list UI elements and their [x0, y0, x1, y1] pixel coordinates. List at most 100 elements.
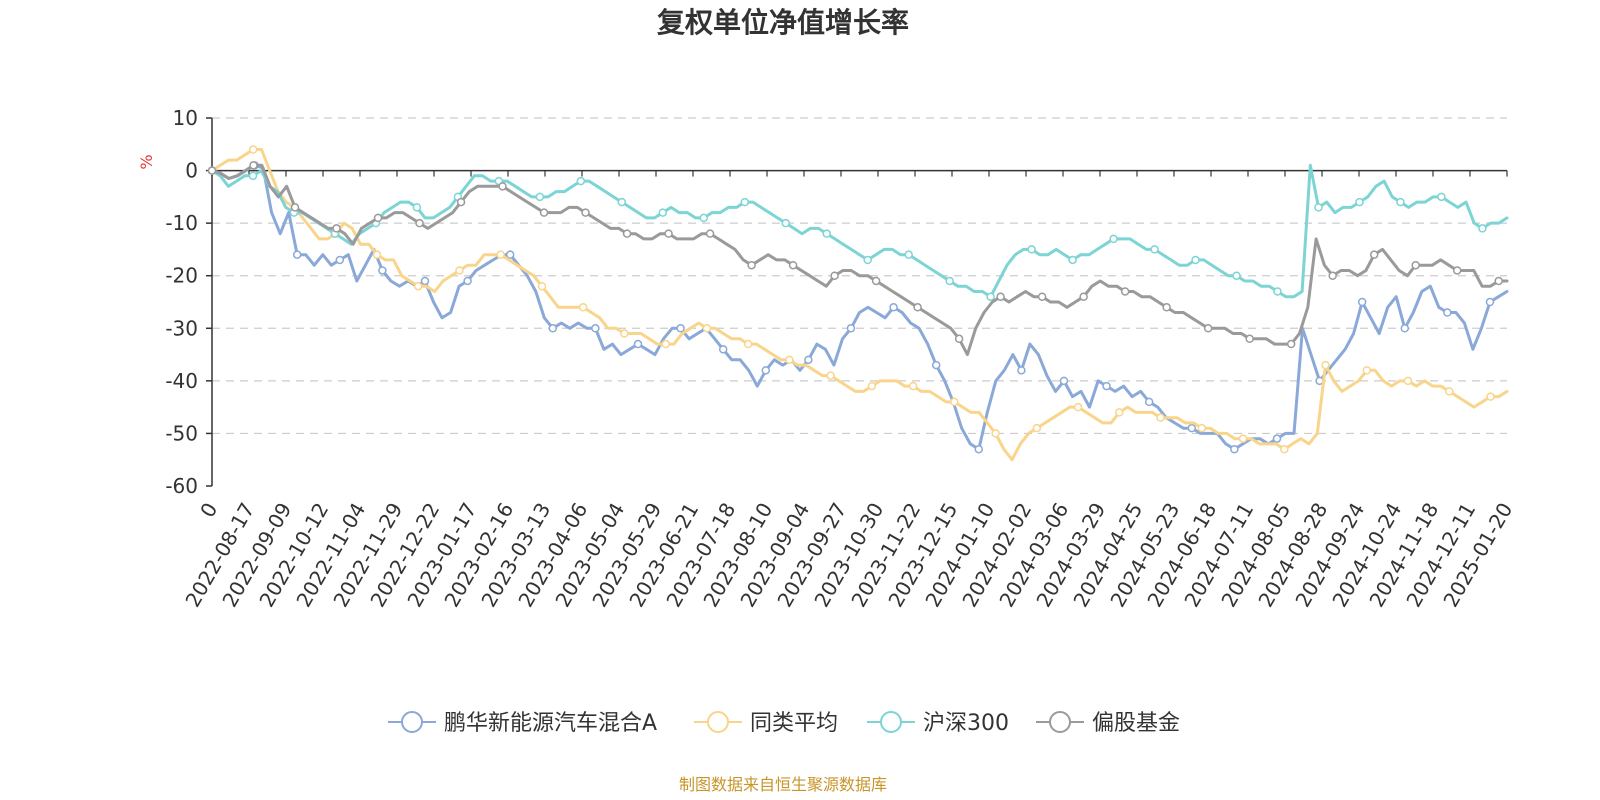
- series-point-3: [498, 182, 507, 191]
- series-point-0: [1400, 324, 1410, 333]
- y-tick-label: 10: [173, 106, 198, 130]
- series-point-2: [248, 171, 258, 181]
- series-point-3: [622, 229, 632, 238]
- y-tick-label: -30: [165, 316, 198, 340]
- series-point-1: [620, 329, 629, 338]
- series-point-0: [548, 324, 558, 333]
- series-line-1: [210, 148, 1509, 462]
- series-point-2: [576, 176, 586, 186]
- series-point-2: [1232, 271, 1241, 280]
- series-point-1: [1445, 387, 1454, 396]
- series-point-2: [1191, 255, 1200, 265]
- series-point-2: [904, 250, 913, 259]
- series-point-2: [617, 197, 627, 207]
- series-point-0: [761, 366, 771, 375]
- series-point-2: [822, 229, 831, 238]
- series-point-2: [1068, 255, 1077, 265]
- series-point-1: [1321, 360, 1330, 370]
- series-point-3: [1162, 303, 1171, 312]
- y-axis-unit-label: %: [137, 154, 156, 169]
- series-point-1: [743, 339, 753, 349]
- series-point-3: [705, 229, 715, 238]
- series-line-0: [210, 163, 1509, 451]
- y-tick-label: -10: [165, 211, 198, 235]
- series-point-2: [863, 255, 872, 265]
- y-tick-label: -50: [165, 421, 198, 445]
- series-point-1: [1403, 376, 1413, 386]
- series-point-1: [1156, 413, 1165, 422]
- series-point-1: [496, 250, 505, 259]
- series-point-3: [1120, 287, 1130, 296]
- series-point-1: [661, 339, 670, 349]
- series-point-3: [290, 203, 300, 212]
- series-point-2: [1109, 234, 1118, 244]
- series-point-3: [1245, 334, 1254, 344]
- series-point-1: [1362, 366, 1372, 375]
- series-point-2: [1355, 197, 1364, 207]
- series-point-3: [747, 260, 756, 270]
- series-point-0: [420, 276, 430, 286]
- y-tick-label: -60: [165, 474, 198, 498]
- series-point-0: [718, 345, 728, 354]
- series-point-2: [986, 292, 995, 301]
- series-point-3: [1411, 260, 1420, 270]
- series-point-1: [372, 250, 382, 259]
- series-point-3: [871, 276, 881, 286]
- series-point-1: [578, 303, 588, 312]
- series-point-0: [1144, 397, 1154, 407]
- series-point-0: [889, 303, 898, 312]
- series-point-2: [1396, 197, 1405, 207]
- legend-marker-3: [1049, 711, 1071, 733]
- series-point-0: [676, 324, 685, 333]
- legend-marker-0: [401, 711, 423, 733]
- series-point-1: [867, 381, 877, 391]
- series-point-0: [378, 266, 387, 275]
- series-point-1: [1486, 392, 1495, 401]
- series-point-3: [1079, 292, 1088, 301]
- series-point-0: [1272, 434, 1282, 443]
- series-point-0: [292, 250, 302, 259]
- series-point-3: [456, 197, 466, 207]
- series-point-1: [950, 397, 959, 407]
- series-point-1: [413, 281, 423, 291]
- series-point-3: [207, 166, 217, 175]
- series-point-2: [658, 208, 668, 217]
- series-point-2: [412, 203, 422, 212]
- series-point-0: [633, 339, 643, 349]
- series-point-0: [1059, 376, 1069, 386]
- series-line-3: [210, 163, 1509, 357]
- series-point-1: [537, 281, 547, 291]
- series-point-3: [1203, 324, 1213, 333]
- series-point-0: [1187, 423, 1197, 433]
- series-point-3: [415, 218, 424, 228]
- y-tick-label: -20: [165, 264, 198, 288]
- series-point-0: [1357, 297, 1367, 307]
- series-point-0: [591, 324, 600, 333]
- y-tick-label: -40: [165, 369, 198, 393]
- series-point-2: [699, 213, 709, 223]
- series-point-3: [664, 229, 673, 238]
- series-point-0: [335, 255, 345, 265]
- legend-marker-2: [880, 711, 902, 733]
- series-point-3: [913, 303, 922, 312]
- x-tick-label: 0: [195, 499, 222, 522]
- series-point-1: [991, 429, 1000, 438]
- series-point-1: [455, 266, 464, 275]
- series-point-0: [846, 324, 856, 333]
- series-lines: [207, 145, 1509, 462]
- series-point-3: [830, 271, 839, 280]
- series-point-1: [702, 324, 712, 333]
- series-point-0: [804, 355, 813, 365]
- series-point-2: [1478, 224, 1487, 233]
- series-point-2: [1150, 245, 1159, 254]
- series-point-3: [1328, 271, 1337, 280]
- series-point-0: [974, 444, 984, 454]
- series-point-2: [945, 276, 954, 286]
- y-tick-label: 0: [185, 159, 198, 183]
- series-point-1: [1197, 423, 1207, 433]
- series-point-0: [1443, 308, 1452, 317]
- series-point-1: [248, 145, 258, 154]
- series-point-3: [249, 161, 258, 170]
- series-point-3: [539, 208, 549, 217]
